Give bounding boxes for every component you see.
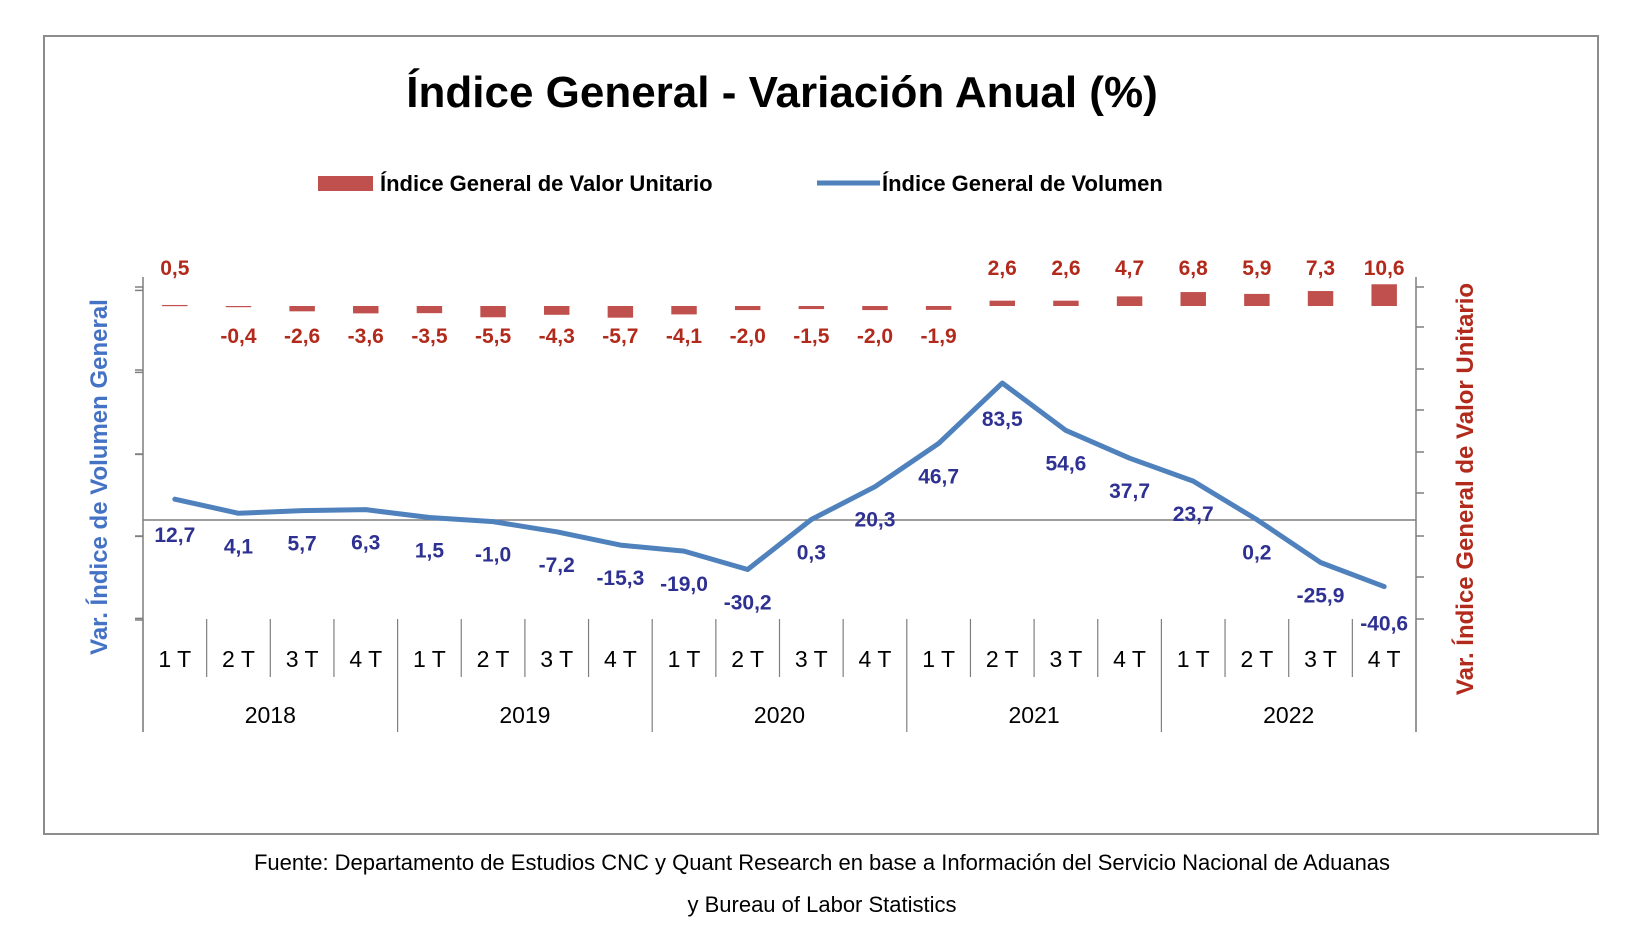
year-label: 2019 xyxy=(499,702,550,728)
bar-valor-unitario xyxy=(353,306,379,314)
bar-data-label: -3,6 xyxy=(348,325,384,348)
category-label: 3 T xyxy=(1304,646,1337,672)
bar-data-label: 2,6 xyxy=(1051,257,1080,280)
bar-data-label: 7,3 xyxy=(1306,257,1335,280)
bar-data-label: -0,4 xyxy=(220,325,257,348)
category-label: 2 T xyxy=(986,646,1019,672)
line-data-label: -7,2 xyxy=(539,554,575,577)
bar-valor-unitario xyxy=(416,306,443,314)
line-volumen xyxy=(172,380,1387,590)
line-data-label: 1,5 xyxy=(415,540,445,563)
source-line-2: y Bureau of Labor Statistics xyxy=(687,892,957,917)
bar-data-label: -3,5 xyxy=(411,325,448,348)
category-label: 3 T xyxy=(540,646,573,672)
bar-valor-unitario xyxy=(671,306,697,315)
bar-data-label: 0,5 xyxy=(160,257,190,280)
category-label: 1 T xyxy=(922,646,955,672)
bar-data-label: -1,9 xyxy=(921,325,957,348)
category-label: 1 T xyxy=(158,646,191,672)
bar-valor-unitario xyxy=(1244,293,1270,306)
bar-valor-unitario xyxy=(862,306,888,311)
bar-valor-unitario xyxy=(543,306,570,315)
year-label: 2021 xyxy=(1009,702,1060,728)
bar-data-label: 2,6 xyxy=(988,257,1017,280)
category-label: 2 T xyxy=(1240,646,1273,672)
source-line-1: Fuente: Departamento de Estudios CNC y Q… xyxy=(253,850,1391,875)
bar-valor-unitario xyxy=(1180,292,1206,306)
line-data-label: 20,3 xyxy=(855,509,896,532)
line-data-label: -30,2 xyxy=(724,592,772,615)
chart-frame: Índice General - Variación Anual (%) Índi… xyxy=(43,35,1599,835)
right-axis-title: Var. Índice General de Valor Unitario xyxy=(1451,283,1479,695)
legend-swatch-valor-unitario xyxy=(318,176,373,191)
source-note: Fuente: Departamento de Estudios CNC y Q… xyxy=(0,842,1644,926)
bar-valor-unitario xyxy=(225,306,252,308)
chart: Índice General - Variación Anual (%) Índi… xyxy=(85,67,1479,732)
category-label: 2 T xyxy=(222,646,255,672)
bar-valor-unitario xyxy=(607,306,634,318)
line-data-label: -1,0 xyxy=(475,544,511,567)
bar-data-label: 4,7 xyxy=(1115,257,1144,280)
year-label: 2020 xyxy=(754,702,805,728)
bar-valor-unitario xyxy=(480,306,506,318)
line-data-label: 46,7 xyxy=(918,465,959,488)
bar-data-label: -2,0 xyxy=(857,325,893,348)
chart-title: Índice General - Variación Anual (%) xyxy=(406,67,1157,117)
category-label: 3 T xyxy=(286,646,319,672)
bar-valor-unitario xyxy=(925,306,952,310)
line-data-label: 37,7 xyxy=(1109,480,1150,503)
category-label: 1 T xyxy=(668,646,701,672)
bar-data-label: -5,5 xyxy=(475,325,512,348)
line-data-label: 54,6 xyxy=(1045,452,1086,475)
bar-valor-unitario xyxy=(289,306,315,312)
line-data-label: -25,9 xyxy=(1297,584,1345,607)
category-label: 4 T xyxy=(349,646,382,672)
bar-data-label: -5,7 xyxy=(602,325,638,348)
bar-valor-unitario xyxy=(989,300,1016,306)
line-data-label: 4,1 xyxy=(224,535,254,558)
bar-valor-unitario xyxy=(798,306,825,310)
bar-data-label: -1,5 xyxy=(793,325,830,348)
bar-data-label: -4,1 xyxy=(666,325,703,348)
bar-valor-unitario xyxy=(1371,284,1397,306)
bar-valor-unitario xyxy=(734,306,761,311)
category-label: 4 T xyxy=(1368,646,1401,672)
category-label: 2 T xyxy=(477,646,510,672)
line-data-label: 0,2 xyxy=(1242,542,1271,565)
category-label: 4 T xyxy=(604,646,637,672)
line-data-label: 23,7 xyxy=(1173,503,1214,526)
year-label: 2022 xyxy=(1263,702,1314,728)
legend-label-valor-unitario: Índice General de Valor Unitario xyxy=(380,171,713,196)
bar-data-label: 6,8 xyxy=(1179,257,1209,280)
line-data-label: 5,7 xyxy=(288,533,317,556)
bar-data-label: 10,6 xyxy=(1364,257,1405,280)
line-data-label: 6,3 xyxy=(351,532,380,555)
line-data-label: -40,6 xyxy=(1360,613,1408,636)
line-data-label: 0,3 xyxy=(797,542,826,565)
bar-data-label: -2,0 xyxy=(730,325,766,348)
bar-valor-unitario xyxy=(1116,296,1143,306)
category-label: 2 T xyxy=(731,646,764,672)
category-label: 1 T xyxy=(413,646,446,672)
category-label: 4 T xyxy=(859,646,892,672)
legend-label-volumen: Índice General de Volumen xyxy=(882,171,1163,196)
category-label: 1 T xyxy=(1177,646,1210,672)
bar-valor-unitario xyxy=(162,304,188,307)
bar-valor-unitario xyxy=(1307,291,1334,306)
bar-data-label: -4,3 xyxy=(539,325,575,348)
line-data-label: -15,3 xyxy=(596,567,644,590)
line-data-label: 12,7 xyxy=(154,524,195,547)
bar-valor-unitario xyxy=(1053,300,1079,306)
line-data-label: 83,5 xyxy=(982,408,1023,431)
bar-data-label: -2,6 xyxy=(284,325,320,348)
category-label: 3 T xyxy=(1050,646,1083,672)
left-axis-title: Var. Índice de Volumen General xyxy=(85,299,113,655)
category-label: 3 T xyxy=(795,646,828,672)
line-data-label: -19,0 xyxy=(660,573,708,596)
bar-data-label: 5,9 xyxy=(1242,257,1271,280)
category-label: 4 T xyxy=(1113,646,1146,672)
year-label: 2018 xyxy=(245,702,296,728)
